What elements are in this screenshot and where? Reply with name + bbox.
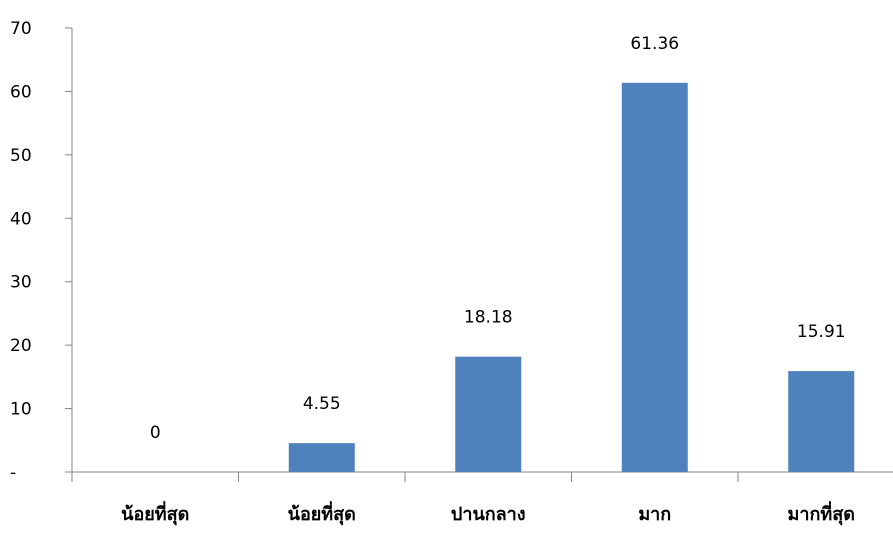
data-labels: 0 4.55 18.18 61.36 15.91 — [150, 34, 846, 443]
data-label: 4.55 — [303, 394, 341, 414]
bar — [455, 356, 522, 472]
bar — [621, 82, 688, 473]
y-tick-label: 10 — [10, 400, 32, 420]
bar — [288, 443, 355, 472]
data-label: 15.91 — [797, 322, 846, 342]
x-axis: น้อยที่สุด น้อยที่สุด ปานกลาง มาก มากที่สุด — [71, 471, 893, 526]
x-category-label: น้อยที่สุด — [121, 501, 189, 526]
data-label: 0 — [150, 423, 161, 443]
y-tick-label: 30 — [10, 273, 32, 293]
x-category-label: ปานกลาง — [451, 504, 526, 525]
bars — [288, 82, 855, 473]
y-tick-label: 20 — [10, 336, 32, 356]
bar — [788, 371, 855, 472]
x-category-label: น้อยที่สุด — [288, 501, 356, 526]
x-category-label: มาก — [638, 504, 671, 525]
data-label: 18.18 — [464, 308, 513, 328]
y-tick-label: 50 — [10, 146, 32, 166]
x-category-label: มากที่สุด — [788, 501, 855, 526]
y-axis: - 10 20 30 40 50 60 70 — [10, 19, 73, 483]
y-tick-label: 60 — [10, 82, 32, 102]
data-label: 61.36 — [630, 34, 679, 54]
y-tick-label: - — [10, 463, 16, 483]
y-tick-label: 40 — [10, 209, 32, 229]
y-tick-label: 70 — [10, 19, 32, 39]
